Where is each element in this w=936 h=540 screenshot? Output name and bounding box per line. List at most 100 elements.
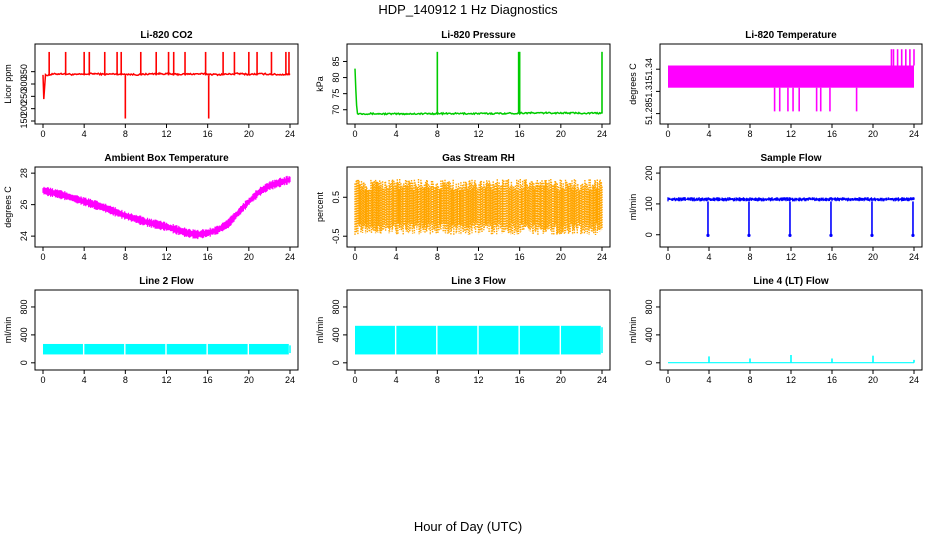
x-tick-label: 20: [556, 252, 566, 262]
y-tick-label: 400: [644, 327, 654, 342]
spike-point: [829, 233, 833, 237]
x-tick-label: 24: [285, 252, 295, 262]
y-tick-label: 0: [331, 360, 341, 365]
y-tick-label: 0: [644, 360, 654, 365]
plot-marks: [42, 175, 291, 240]
y-tick-label: 51.34: [644, 58, 654, 81]
x-tick-label: 24: [285, 129, 295, 139]
plot-marks: [354, 51, 603, 116]
x-tick-label: 0: [40, 129, 45, 139]
chart-title: Line 4 (LT) Flow: [753, 276, 829, 287]
spike-point: [911, 233, 915, 237]
x-tick-label: 8: [747, 375, 752, 385]
chart-line-2-flow: Line 2 Flow ml/min 0 4 8 12 16 20 24 0 400 800: [3, 276, 299, 385]
x-tick-label: 20: [244, 252, 254, 262]
x-tick-label: 0: [352, 129, 357, 139]
x-tick-label: 16: [827, 375, 837, 385]
x-tick-label: 16: [515, 252, 525, 262]
x-tick-label: 16: [827, 252, 837, 262]
x-tick-label: 12: [786, 375, 796, 385]
x-tick-label: 12: [786, 252, 796, 262]
y-tick-label: 80: [331, 73, 341, 83]
y-axis-label: kPa: [315, 76, 325, 92]
x-tick-label: 24: [909, 252, 919, 262]
y-tick-label: 250: [19, 89, 29, 104]
x-tick-label: 0: [665, 252, 670, 262]
y-tick-label: 75: [331, 89, 341, 99]
series-band: [667, 197, 915, 202]
series-band: [42, 175, 291, 240]
y-axis-label: ml/min: [628, 317, 638, 344]
spike-point: [870, 233, 874, 237]
chart-title: Li-820 Pressure: [441, 30, 516, 41]
y-tick-label: 800: [331, 299, 341, 314]
x-tick-label: 8: [123, 375, 128, 385]
y-axis-label: degrees C: [3, 186, 13, 228]
y-tick-label: 300: [19, 76, 29, 91]
figure-title: HDP_140912 1 Hz Diagnostics: [378, 2, 558, 17]
y-tick-label: 200: [644, 166, 654, 181]
x-axis-label: Hour of Day (UTC): [414, 519, 522, 534]
chart-li-820-pressure: Li-820 Pressure kPa 0 4 8 12 16 20 24 70 75 80 85: [315, 30, 611, 139]
plot-frame: [34, 166, 299, 248]
x-tick-label: 4: [82, 129, 87, 139]
x-tick-label: 20: [868, 375, 878, 385]
chart-title: Li-820 Temperature: [745, 30, 837, 41]
x-tick-label: 16: [203, 375, 213, 385]
x-tick-label: 20: [244, 129, 254, 139]
x-tick-label: 0: [40, 375, 45, 385]
x-tick-label: 24: [597, 375, 607, 385]
y-tick-label: 26: [19, 200, 29, 210]
x-tick-label: 20: [244, 375, 254, 385]
chart-title: Ambient Box Temperature: [104, 153, 229, 164]
y-tick-label: 400: [331, 327, 341, 342]
x-tick-label: 0: [352, 252, 357, 262]
spike-point: [788, 233, 792, 237]
x-tick-label: 24: [597, 129, 607, 139]
x-tick-label: 20: [868, 129, 878, 139]
y-tick-label: 28: [19, 168, 29, 178]
x-tick-label: 4: [394, 375, 399, 385]
plot-marks: [355, 291, 603, 369]
x-tick-label: 12: [473, 129, 483, 139]
y-tick-label: 350: [19, 64, 29, 79]
y-axis-label: degrees C: [628, 63, 638, 105]
y-tick-label: 0.5: [331, 191, 341, 204]
x-tick-label: 8: [123, 129, 128, 139]
chart-line-4-lt-flow: Line 4 (LT) Flow ml/min 0 4 8 12 16 20 24 0 400 800: [628, 276, 923, 385]
series-line: [42, 71, 291, 100]
spike-point: [706, 233, 710, 237]
x-tick-label: 0: [352, 375, 357, 385]
y-tick-label: 800: [19, 299, 29, 314]
chart-title: Line 2 Flow: [139, 276, 194, 287]
x-tick-label: 4: [706, 252, 711, 262]
x-tick-label: 8: [435, 375, 440, 385]
chart-gas-stream-rh: Gas Stream RH percent 0 4 8 12 16 20 24 -0.5 0.5: [315, 153, 611, 262]
x-tick-label: 8: [435, 129, 440, 139]
x-tick-label: 24: [597, 252, 607, 262]
x-tick-label: 12: [161, 129, 171, 139]
y-tick-label: 800: [644, 299, 654, 314]
chart-sample-flow: Sample Flow ml/min 0 4 8 12 16 20 24 0 100 200: [628, 153, 923, 262]
x-tick-label: 8: [435, 252, 440, 262]
spike-point: [747, 233, 751, 237]
y-tick-label: 400: [19, 327, 29, 342]
x-tick-label: 20: [556, 129, 566, 139]
plot-marks: [667, 197, 915, 237]
x-tick-label: 8: [747, 129, 752, 139]
x-tick-label: 16: [515, 129, 525, 139]
x-tick-label: 8: [123, 252, 128, 262]
y-axis-label: Licor ppm: [3, 64, 13, 104]
y-tick-label: 85: [331, 56, 341, 66]
chart-li-820-temperature: Li-820 Temperature degrees C 0 4 8 12 16 20 24 51…: [628, 30, 923, 139]
series-points: [354, 179, 603, 235]
plot-marks: [354, 179, 603, 235]
y-tick-label: -0.5: [331, 228, 341, 244]
x-tick-label: 16: [827, 129, 837, 139]
y-axis-label: percent: [315, 191, 325, 222]
x-tick-label: 12: [786, 129, 796, 139]
x-tick-label: 24: [909, 375, 919, 385]
